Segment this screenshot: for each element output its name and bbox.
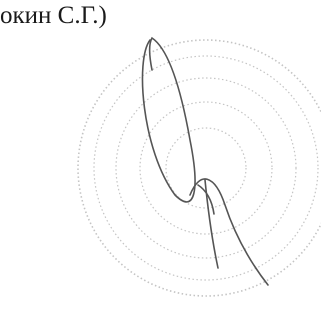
- page: окин С.Г.) (() => { const data = JSON.pa…: [0, 0, 321, 318]
- stamp-ring: [94, 56, 318, 280]
- stamp-ring: [116, 78, 296, 258]
- signature: [142, 38, 268, 285]
- stamp-and-signature: [0, 0, 321, 318]
- signatory-name: окин С.Г.): [0, 2, 107, 30]
- stamp: [78, 40, 321, 296]
- signature-stroke: [190, 179, 268, 285]
- signature-stroke: [142, 38, 195, 202]
